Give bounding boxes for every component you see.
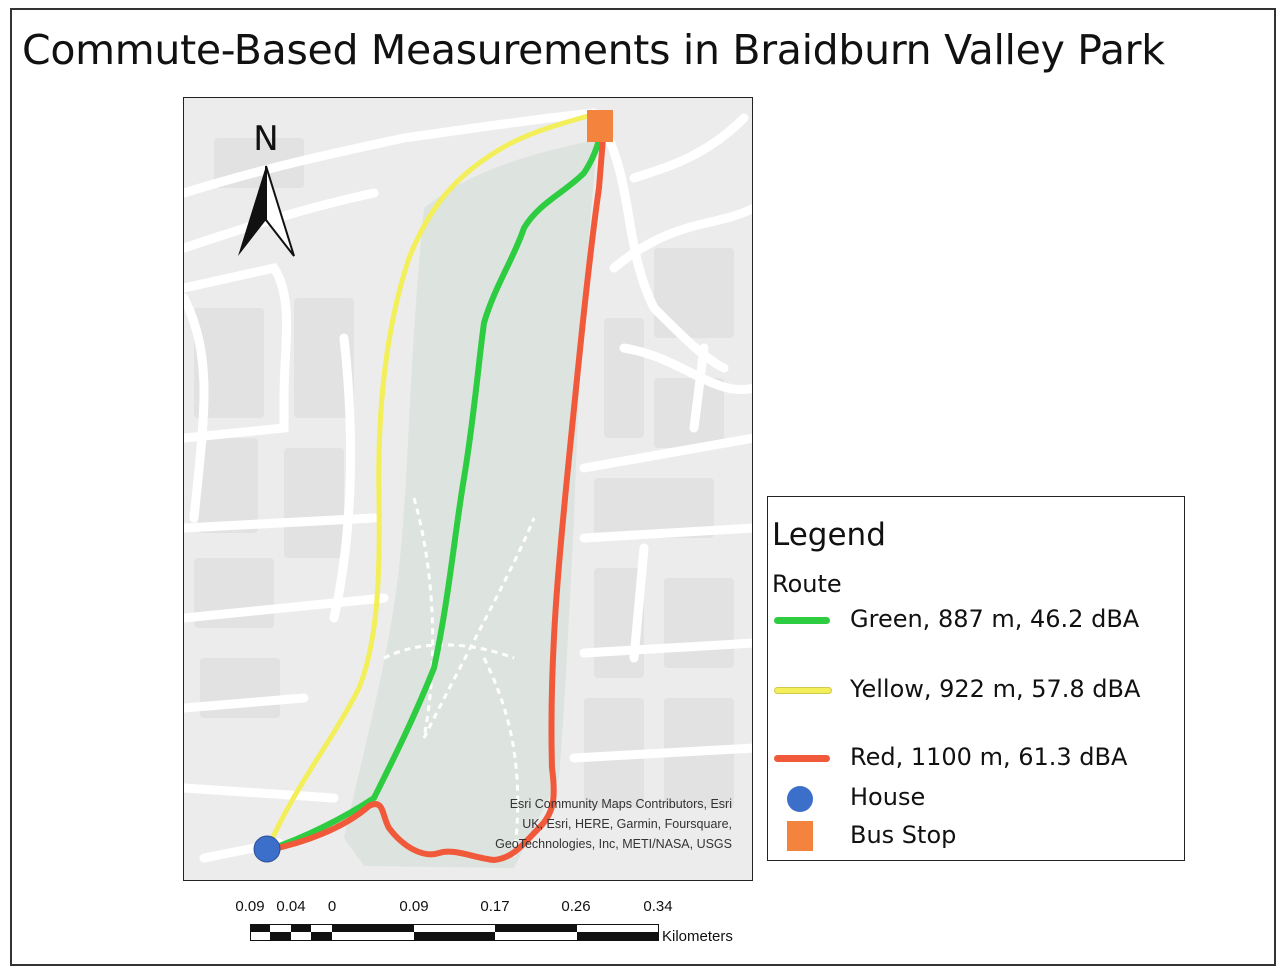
map-canvas: N (184, 98, 752, 880)
park-footpaths (383, 497, 536, 859)
scale-tick-label: 0 (327, 898, 337, 915)
scale-tick-label: 0.09 (399, 898, 429, 915)
legend-panel: Legend Route Green, 887 m, 46.2 dBA Yell… (767, 496, 1185, 861)
attribution-line-2: UK, Esri, HERE, Garmin, Foursquare, (522, 817, 732, 831)
route-red-line[interactable] (265, 123, 607, 863)
legend-title: Legend (772, 517, 886, 553)
legend-item-label: Red, 1100 m, 61.3 dBA (850, 743, 1128, 771)
north-arrow-label: N (253, 119, 278, 159)
attribution-line-1: Esri Community Maps Contributors, Esri (509, 797, 732, 811)
legend-item-yellow[interactable]: Yellow, 922 m, 57.8 dBA (768, 675, 1186, 709)
legend-item-label: Yellow, 922 m, 57.8 dBA (850, 675, 1141, 703)
scale-unit-label: Kilometers (662, 928, 733, 945)
bus-stop-square-icon (787, 821, 813, 851)
scale-tick-label: 0.34 (643, 898, 673, 915)
map-frame[interactable]: N Esri Community Maps Contributors, Esri… (183, 97, 753, 881)
scale-tick-label: 0.09 (235, 898, 265, 915)
scale-bar-graphic (250, 924, 659, 941)
legend-item-green[interactable]: Green, 887 m, 46.2 dBA (768, 605, 1186, 639)
house-circle-icon (787, 786, 813, 812)
legend-item-label: House (850, 783, 926, 811)
legend-item-house[interactable]: House (768, 783, 1186, 817)
scale-tick-label: 0.04 (276, 898, 306, 915)
bus-stop-marker[interactable] (587, 110, 613, 142)
braidburn-valley-park (344, 138, 604, 868)
legend-group-title: Route (772, 570, 842, 598)
house-marker[interactable] (253, 835, 281, 863)
legend-item-label: Green, 887 m, 46.2 dBA (850, 605, 1140, 633)
route-green-line[interactable] (265, 125, 605, 853)
legend-item-red[interactable]: Red, 1100 m, 61.3 dBA (768, 743, 1186, 777)
legend-item-bus-stop[interactable]: Bus Stop (768, 821, 1186, 855)
map-attribution: Esri Community Maps Contributors, Esri U… (432, 794, 732, 854)
scale-tick-label: 0.26 (561, 898, 591, 915)
scale-tick-label: 0.17 (480, 898, 510, 915)
scale-bar: 0.09 0.04 0 0.09 0.17 0.26 0.34 Kilomete… (230, 898, 770, 948)
green-line-symbol-icon (774, 617, 830, 624)
map-title: Commute-Based Measurements in Braidburn … (22, 26, 1165, 74)
attribution-line-3: GeoTechnologies, Inc, METI/NASA, USGS (495, 837, 732, 851)
legend-item-label: Bus Stop (850, 821, 957, 849)
route-yellow-line[interactable] (265, 113, 602, 851)
streets (184, 108, 752, 863)
north-arrow-icon: N (238, 119, 295, 257)
red-line-symbol-icon (774, 755, 830, 762)
yellow-line-symbol-icon (774, 687, 832, 694)
